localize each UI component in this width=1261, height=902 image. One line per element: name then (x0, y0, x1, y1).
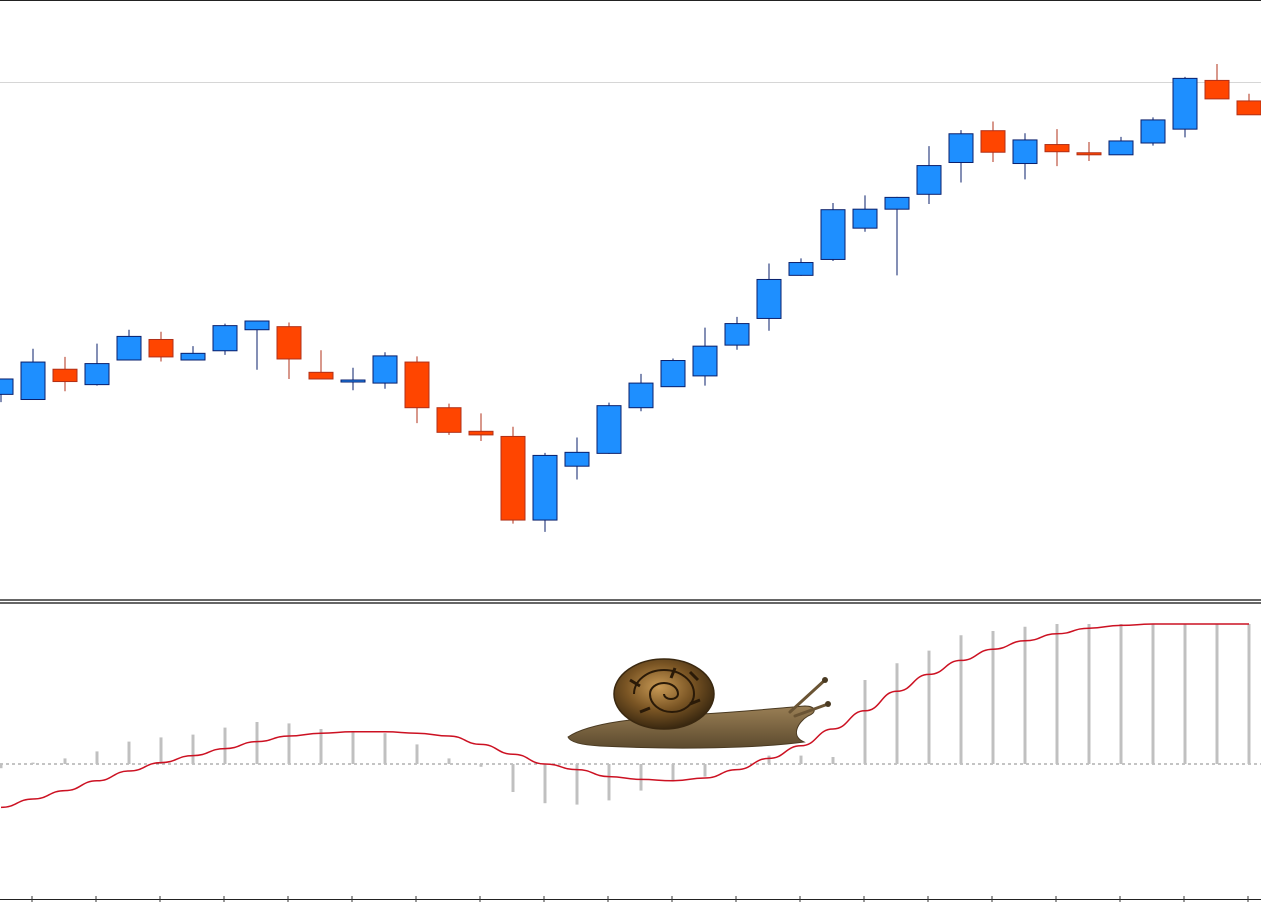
candle (788, 258, 814, 276)
candle-body (372, 355, 398, 384)
candle-body (724, 323, 750, 346)
candle (884, 196, 910, 276)
candle (852, 195, 878, 232)
candle (0, 378, 14, 403)
candle-body (1236, 100, 1261, 116)
candle-body (148, 338, 174, 358)
candle-body (436, 407, 462, 433)
candle-body (1012, 139, 1038, 165)
candle (1236, 93, 1261, 116)
candle-body (948, 133, 974, 163)
candle-body (212, 325, 238, 352)
snail-image (567, 658, 831, 749)
candle-body (180, 352, 206, 361)
candle (980, 121, 1006, 162)
signal-line (0, 623, 1249, 809)
candle-body (564, 451, 590, 467)
candle-body (1044, 144, 1070, 153)
candle (436, 403, 462, 435)
candle-body (20, 361, 46, 401)
candle-body (532, 454, 558, 521)
candle (20, 348, 46, 401)
candle (724, 316, 750, 350)
candle (756, 263, 782, 331)
candle (692, 327, 718, 386)
candle-body (852, 208, 878, 229)
candle (820, 203, 846, 261)
candle-body (1140, 119, 1166, 144)
candle-body (340, 379, 366, 383)
candle-body (116, 335, 142, 361)
candle-body (820, 209, 846, 260)
candle-body (980, 130, 1006, 153)
candle (1140, 117, 1166, 146)
candle (404, 356, 430, 424)
candle-body (0, 378, 14, 395)
candle (916, 146, 942, 205)
candle (1012, 133, 1038, 180)
candle (340, 367, 366, 391)
candle-body (276, 326, 302, 360)
candle (1076, 141, 1102, 161)
candle (1108, 136, 1134, 156)
candle (628, 373, 654, 412)
candle-body (596, 405, 622, 454)
candle (212, 323, 238, 355)
candle-body (788, 262, 814, 276)
candle-body (660, 360, 686, 388)
candle-body (1172, 77, 1198, 130)
candle (180, 346, 206, 361)
candle-body (404, 361, 430, 409)
candle-body (692, 345, 718, 377)
oscillator-pane (0, 623, 1261, 809)
candle-body (756, 278, 782, 319)
x-axis-ticks (31, 896, 1249, 902)
candle (596, 402, 622, 454)
candle (308, 350, 334, 380)
candle (372, 352, 398, 389)
candle-body (1076, 152, 1102, 156)
candle-body (884, 196, 910, 210)
candle (116, 329, 142, 361)
candle (532, 452, 558, 532)
candle-body (628, 382, 654, 409)
candle (148, 331, 174, 362)
candle (468, 413, 494, 442)
candle-body (500, 435, 526, 521)
candle-body (916, 165, 942, 195)
candle (52, 356, 78, 392)
candle-body (308, 371, 334, 380)
candle-body (244, 320, 270, 331)
candle (564, 437, 590, 480)
candle (948, 130, 974, 183)
candle (1204, 64, 1230, 100)
candle-body (1204, 79, 1230, 100)
candle (84, 343, 110, 386)
candle-body (1108, 140, 1134, 156)
candle-body (468, 430, 494, 436)
candle (244, 320, 270, 370)
candle-body (84, 363, 110, 386)
candle (276, 322, 302, 379)
candle (500, 426, 526, 524)
candle-body (52, 368, 78, 383)
candle (660, 358, 686, 388)
price-pane (0, 64, 1261, 532)
candle (1044, 129, 1070, 167)
candle (1172, 76, 1198, 138)
